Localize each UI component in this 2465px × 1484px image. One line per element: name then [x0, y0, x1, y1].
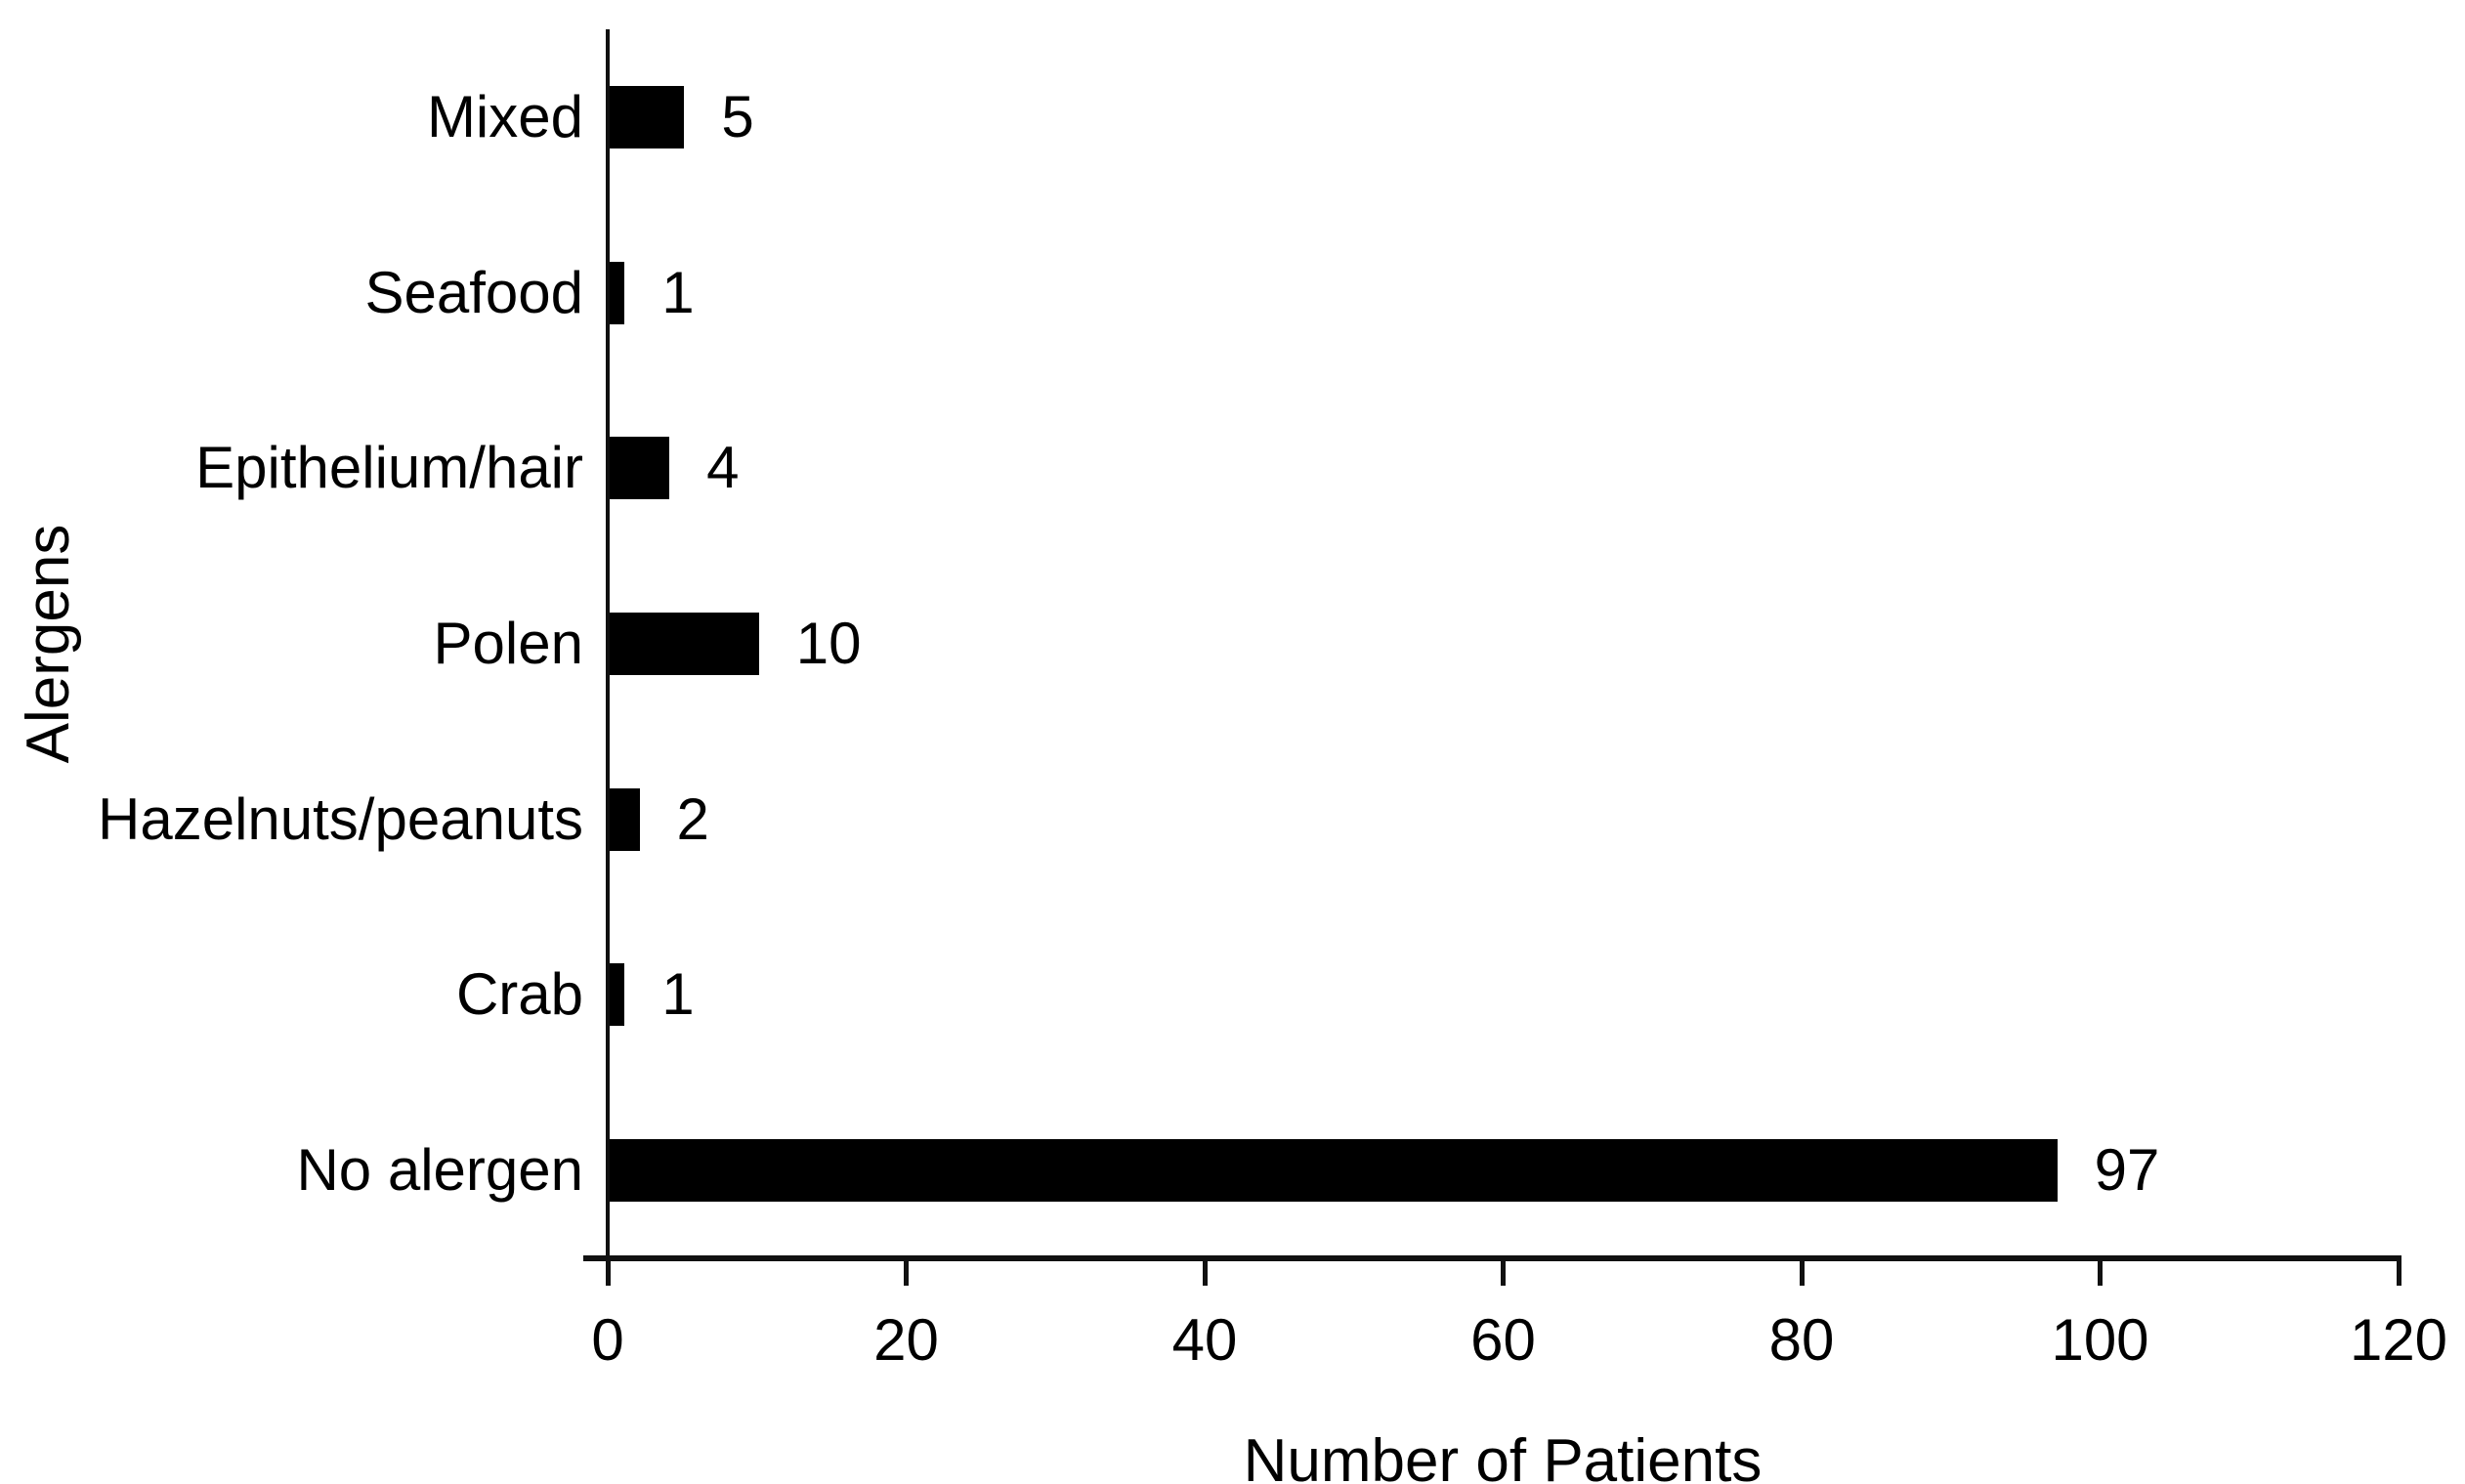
x-tick-mark: [1501, 1258, 1506, 1286]
bar-hazelnuts-peanuts: [610, 787, 640, 851]
x-tick-mark: [2098, 1258, 2103, 1286]
y-axis-line: [606, 29, 610, 1258]
bar-no-alergen: [610, 1139, 2058, 1203]
x-tick-label: 120: [2349, 1307, 2448, 1373]
x-tick-mark: [904, 1258, 909, 1286]
category-label: Polen: [433, 611, 583, 676]
value-label: 5: [721, 83, 754, 149]
x-tick-label: 0: [591, 1307, 624, 1373]
bar-epithelium-hair: [610, 437, 670, 500]
category-label: Mixed: [426, 83, 583, 149]
bar-mixed: [610, 85, 685, 148]
value-label: 4: [706, 435, 740, 501]
y-axis-title: Alergens: [15, 524, 82, 764]
category-label: Seafood: [364, 259, 583, 325]
bar-crab: [610, 963, 625, 1027]
x-axis-title: Number of Patients: [1243, 1427, 1763, 1484]
x-tick-mark: [1799, 1258, 1805, 1286]
value-label: 1: [661, 961, 695, 1028]
bar-seafood: [610, 261, 625, 324]
x-tick-mark: [1202, 1258, 1208, 1286]
value-label: 2: [676, 785, 709, 852]
value-label: 1: [661, 259, 695, 325]
category-label: Hazelnuts/peanuts: [98, 785, 583, 852]
x-tick-mark: [2396, 1258, 2401, 1286]
x-axis-line: [583, 1255, 2401, 1261]
category-label: Epithelium/hair: [195, 435, 583, 501]
x-tick-mark: [605, 1258, 611, 1286]
bar-polen: [610, 613, 759, 675]
x-tick-label: 60: [1470, 1307, 1536, 1373]
x-tick-label: 100: [2051, 1307, 2149, 1373]
value-label: 10: [795, 611, 862, 676]
x-tick-label: 20: [873, 1307, 939, 1373]
x-tick-label: 40: [1171, 1307, 1238, 1373]
value-label: 97: [2094, 1137, 2160, 1204]
x-tick-label: 80: [1768, 1307, 1835, 1373]
category-label: Crab: [455, 961, 583, 1028]
category-label: No alergen: [296, 1137, 583, 1204]
